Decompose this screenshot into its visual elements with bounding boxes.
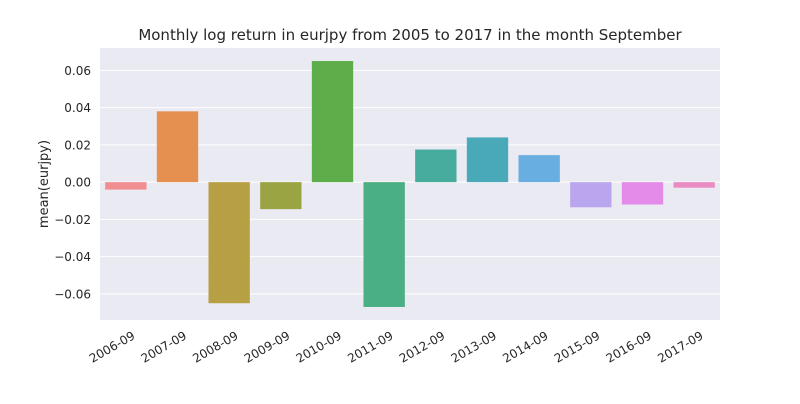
- y-tick-label: 0.04: [64, 101, 91, 115]
- y-tick-label: −0.04: [54, 250, 91, 264]
- bar-2006-09: [105, 182, 147, 190]
- y-tick-label: 0.00: [64, 176, 91, 190]
- chart-title: Monthly log return in eurjpy from 2005 t…: [138, 26, 682, 44]
- bar-2014-09: [518, 155, 560, 183]
- x-tick-label: 2006-09: [87, 328, 137, 365]
- x-tick-label: 2008-09: [190, 328, 240, 365]
- x-tick-label: 2013-09: [449, 328, 499, 365]
- x-tick-label: 2011-09: [345, 328, 395, 365]
- bar-2015-09: [570, 182, 612, 208]
- x-tick-label: 2007-09: [139, 328, 189, 365]
- bar-2016-09: [621, 182, 664, 205]
- x-tick-label: 2014-09: [500, 328, 550, 365]
- bar-2013-09: [466, 137, 509, 183]
- y-tick-label: −0.02: [54, 213, 91, 227]
- plot-area: [100, 48, 720, 320]
- x-tick-label: 2012-09: [397, 328, 447, 365]
- bar-2009-09: [260, 182, 302, 210]
- x-tick-label: 2009-09: [242, 328, 292, 365]
- x-tick-label: 2016-09: [604, 328, 654, 365]
- x-axis-ticks: 2006-09 2007-09 2008-09 2009-09 2010-09 2011-…: [87, 328, 706, 365]
- grid-lines: [100, 69, 720, 295]
- y-axis-ticks: −0.06 −0.04 −0.02 0.00 0.02 0.04 0.06: [54, 64, 91, 302]
- y-tick-label: −0.06: [54, 287, 91, 301]
- y-axis-label: mean(eurjpy): [37, 140, 52, 228]
- x-tick-label: 2010-09: [294, 328, 344, 365]
- y-tick-label: 0.06: [64, 64, 91, 78]
- bar-2008-09: [208, 182, 250, 304]
- x-tick-label: 2015-09: [552, 328, 602, 365]
- bar-2011-09: [363, 182, 405, 307]
- bar-2012-09: [415, 149, 457, 183]
- bar-2010-09: [311, 61, 354, 183]
- x-tick-label: 2017-09: [655, 328, 705, 365]
- bar-2017-09: [673, 182, 715, 188]
- bars: [105, 61, 715, 307]
- bar-2007-09: [156, 111, 199, 183]
- y-tick-label: 0.02: [64, 138, 91, 152]
